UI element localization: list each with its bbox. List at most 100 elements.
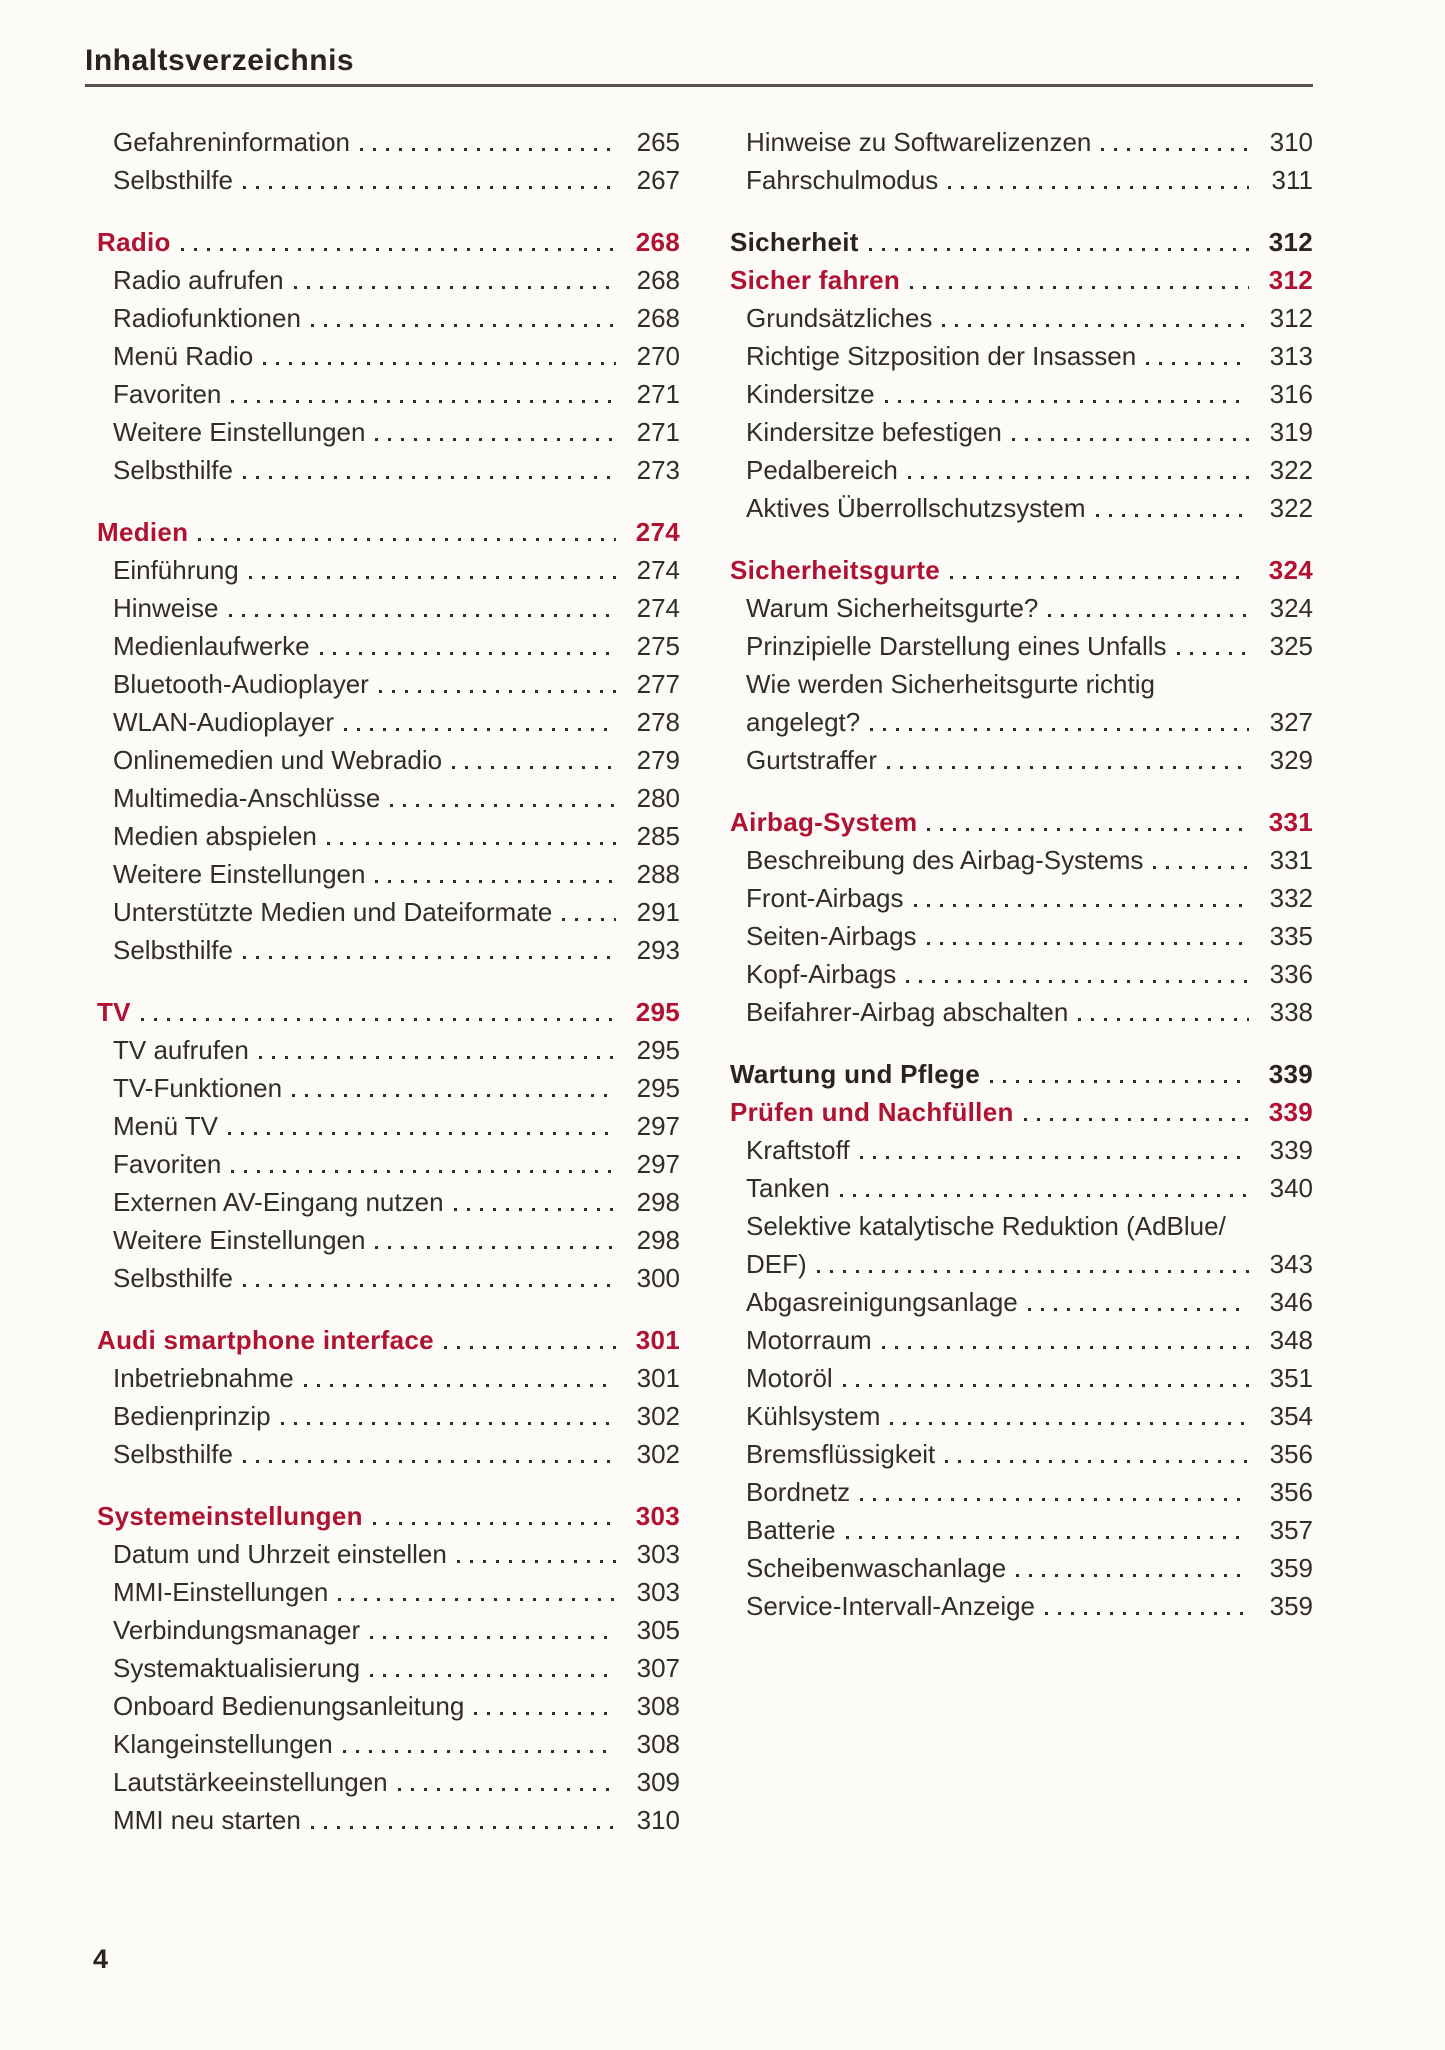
- toc-entry-label: Medienlaufwerke: [113, 631, 310, 661]
- toc-group: Sicherheit 312 Sicher fahren 312 Grundsätzli…: [718, 223, 1313, 527]
- toc-page-ref: 297: [636, 1111, 680, 1141]
- toc-entry-row: Aktives Überrollschutzsystem 322: [718, 489, 1313, 527]
- dot-leader: [1101, 148, 1249, 151]
- toc-page-ref: 329: [1269, 745, 1313, 775]
- dot-leader: [474, 1712, 616, 1715]
- toc-page-ref: 354: [1269, 1401, 1313, 1431]
- toc-entry-row: Selbsthilfe 300: [85, 1259, 680, 1297]
- dot-leader: [242, 186, 616, 189]
- dot-leader: [949, 576, 1249, 579]
- toc-entry-label: TV-Funktionen: [113, 1073, 283, 1103]
- dot-leader: [845, 1536, 1249, 1539]
- toc-page-ref: 332: [1269, 883, 1313, 913]
- toc-entry-label: Selbsthilfe: [113, 1263, 233, 1293]
- dot-leader: [890, 1422, 1249, 1425]
- toc-entry-label: Bremsflüssigkeit: [746, 1439, 936, 1469]
- toc-entry-row: Kraftstoff 339: [718, 1131, 1313, 1169]
- toc-entry-label: Selbsthilfe: [113, 455, 233, 485]
- toc-group: TV 295 TV aufrufen 295 TV-Funktionen 295 Menü …: [85, 993, 680, 1297]
- toc-entry-row: Motorraum 348: [718, 1321, 1313, 1359]
- toc-part-row: Wartung und Pflege 339: [718, 1055, 1313, 1093]
- toc-entry-label: Service-Intervall-Anzeige: [746, 1591, 1036, 1621]
- toc-entry-label: Weitere Einstellungen: [113, 859, 366, 889]
- toc-chapter-row: Airbag-System 331: [718, 803, 1313, 841]
- toc-page-ref: 268: [635, 227, 680, 257]
- dot-leader: [280, 1422, 616, 1425]
- dot-leader: [263, 362, 616, 365]
- dot-leader: [881, 1346, 1249, 1349]
- toc-group: Sicherheitsgurte 324 Warum Sicherheitsgurt…: [718, 551, 1313, 779]
- header-rule: [85, 84, 1313, 87]
- dot-leader: [945, 1460, 1249, 1463]
- toc-entry-label: Beifahrer-Airbag abschalten: [746, 997, 1069, 1027]
- dot-leader: [198, 538, 616, 541]
- toc-entry-label: Wartung und Pflege: [730, 1059, 980, 1089]
- dot-leader: [303, 1384, 616, 1387]
- dot-leader: [887, 766, 1249, 769]
- toc-entry-row: Medien abspielen 285: [85, 817, 680, 855]
- toc-entry-row: Bremsflüssigkeit 356: [718, 1435, 1313, 1473]
- toc-entry-row: Klangeinstellungen 308: [85, 1725, 680, 1763]
- toc-entry-row: Radio aufrufen 268: [85, 261, 680, 299]
- toc-entry-row: Seiten-Airbags 335: [718, 917, 1313, 955]
- toc-chapter-row: Prüfen und Nachfüllen 339: [718, 1093, 1313, 1131]
- dot-leader: [375, 438, 616, 441]
- toc-page-ref: 319: [1269, 417, 1313, 447]
- toc-entry-row: Gefahreninformation 265: [85, 123, 680, 161]
- dot-leader: [859, 1156, 1249, 1159]
- dot-leader: [562, 918, 616, 921]
- dot-leader: [242, 1460, 616, 1463]
- toc-entry-label: Bedienprinzip: [113, 1401, 271, 1431]
- toc-entry-label: Systemeinstellungen: [97, 1501, 363, 1531]
- toc-page-ref: 295: [636, 1073, 680, 1103]
- toc-page-ref: 312: [1268, 227, 1313, 257]
- toc-entry-row: Multimedia-Anschlüsse 280: [85, 779, 680, 817]
- toc-entry-row: Motoröl 351: [718, 1359, 1313, 1397]
- dot-leader: [816, 1270, 1249, 1273]
- toc-group: Radio 268 Radio aufrufen 268 Radiofunktionen…: [85, 223, 680, 489]
- toc-entry-label: Radiofunktionen: [113, 303, 301, 333]
- toc-page-ref: 285: [636, 821, 680, 851]
- toc-group: Airbag-System 331 Beschreibung des Airbag-…: [718, 803, 1313, 1031]
- toc-page-ref: 301: [636, 1363, 680, 1393]
- toc-entry-row: Datum und Uhrzeit einstellen 303: [85, 1535, 680, 1573]
- dot-leader: [375, 1246, 616, 1249]
- toc-entry-label: Grundsätzliches: [746, 303, 933, 333]
- toc-page-ref: 356: [1269, 1477, 1313, 1507]
- toc-page-ref: 291: [636, 897, 680, 927]
- toc-entry-label: TV: [97, 997, 131, 1027]
- toc-entry-row: Externen AV-Eingang nutzen 298: [85, 1183, 680, 1221]
- toc-entry-row: Bordnetz 356: [718, 1473, 1313, 1511]
- page-number: 4: [93, 1944, 109, 1974]
- toc-chapter-row: TV 295: [85, 993, 680, 1031]
- toc-entry-row: Batterie 357: [718, 1511, 1313, 1549]
- dot-leader: [842, 1384, 1249, 1387]
- toc-entry-label: Einführung: [113, 555, 239, 585]
- toc-entry-row: Selbsthilfe 293: [85, 931, 680, 969]
- toc-entry-row: Onlinemedien und Webradio 279: [85, 741, 680, 779]
- toc-column-left: Gefahreninformation 265 Selbsthilfe 267 Radi…: [85, 123, 680, 1839]
- dot-leader: [989, 1080, 1249, 1083]
- dot-leader: [310, 1826, 616, 1829]
- toc-page-ref: 327: [1269, 707, 1313, 737]
- dot-leader: [452, 766, 616, 769]
- toc-page-ref: 275: [636, 631, 680, 661]
- toc-chapter-row: Audi smartphone interface 301: [85, 1321, 680, 1359]
- toc-entry-row: Lautstärkeeinstellungen 309: [85, 1763, 680, 1801]
- toc-entry-label: Selbsthilfe: [113, 165, 233, 195]
- toc-page-ref: 274: [636, 593, 680, 623]
- dot-leader: [927, 828, 1249, 831]
- toc-entry-row: Selbsthilfe 302: [85, 1435, 680, 1473]
- toc-page-ref: 324: [1268, 555, 1313, 585]
- toc-page-ref: 308: [636, 1729, 680, 1759]
- dot-leader: [360, 148, 616, 151]
- toc-entry-row: Kindersitze 316: [718, 375, 1313, 413]
- toc-page-ref: 357: [1269, 1515, 1313, 1545]
- toc-entry-row: WLAN-Audioplayer 278: [85, 703, 680, 741]
- toc-entry-label: Sicher fahren: [730, 265, 901, 295]
- toc-entry-row: Abgasreinigungsanlage 346: [718, 1283, 1313, 1321]
- toc-entry-row: Bluetooth-Audioplayer 277: [85, 665, 680, 703]
- toc-page-ref: 346: [1269, 1287, 1313, 1317]
- toc-page-ref: 268: [636, 265, 680, 295]
- dot-leader: [453, 1208, 616, 1211]
